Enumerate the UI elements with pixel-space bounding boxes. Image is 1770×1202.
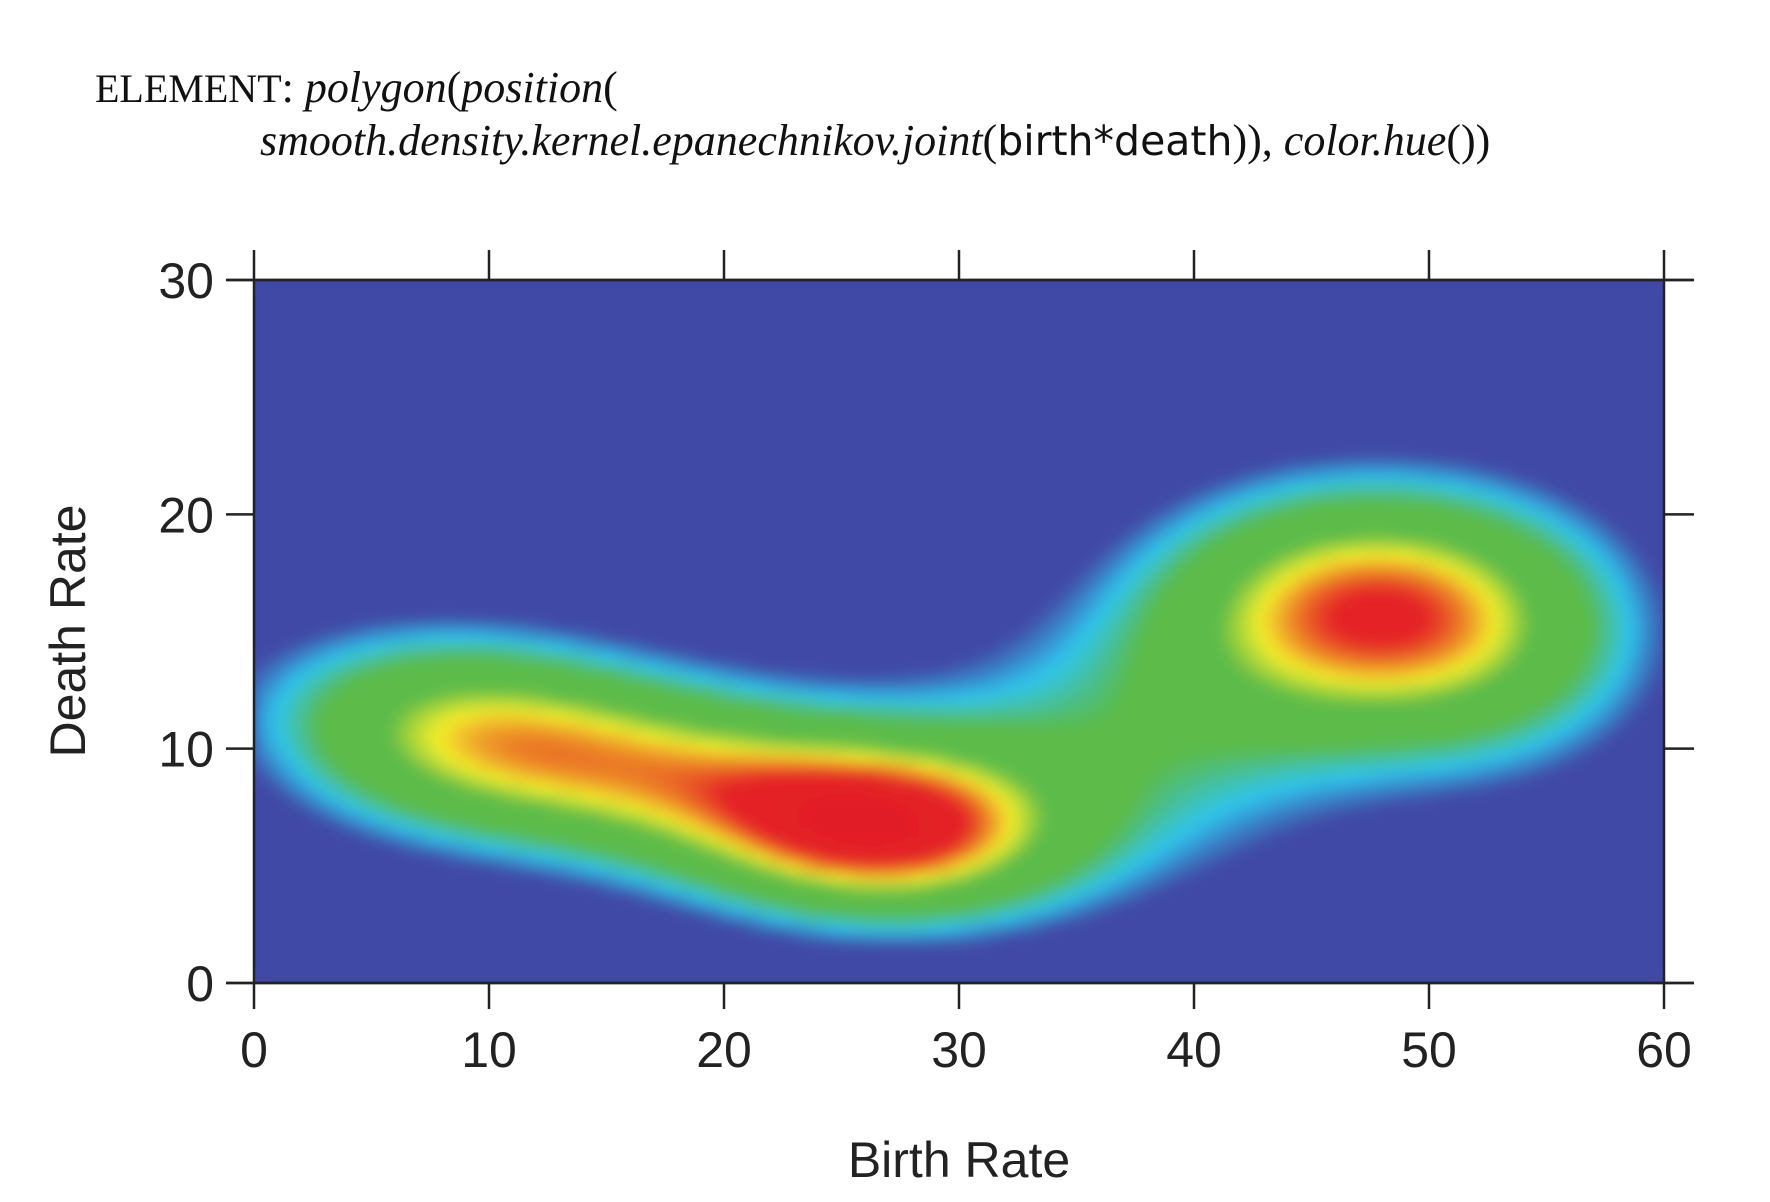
axes: 0 10 20 30 40 50 60 0 10 20 30	[158, 250, 1694, 1078]
y-tick-label-0: 0	[186, 956, 214, 1012]
caption-close-1: )),	[1232, 116, 1284, 165]
caption-paren-open-2: (	[603, 63, 618, 112]
x-axis-title: Birth Rate	[848, 1132, 1070, 1188]
caption-death-var: death	[1114, 117, 1233, 165]
caption-element-keyword: ELEMENT	[95, 66, 282, 111]
x-tick-label-0: 0	[240, 1022, 268, 1078]
caption-smooth: smooth.density.kernel.epanechnikov.joint	[260, 116, 983, 165]
y-tick-label-10: 10	[158, 722, 214, 778]
x-tick-label-50: 50	[1401, 1022, 1457, 1078]
y-tick-label-30: 30	[158, 253, 214, 309]
y-axis-title: Death Rate	[40, 505, 96, 758]
chart-caption: ELEMENT: polygon(position( smooth.densit…	[95, 62, 1755, 167]
x-tick-label-40: 40	[1166, 1022, 1222, 1078]
caption-polygon: polygon	[304, 63, 447, 112]
x-tick-label-30: 30	[931, 1022, 987, 1078]
y-tick-label-20: 20	[158, 487, 214, 543]
x-tick-label-20: 20	[696, 1022, 752, 1078]
caption-paren-open-3: (	[982, 116, 998, 165]
caption-close-2: ())	[1446, 116, 1491, 165]
x-tick-label-60: 60	[1636, 1022, 1692, 1078]
caption-paren-open-1: (	[446, 63, 462, 112]
x-tick-label-10: 10	[461, 1022, 517, 1078]
density-surface	[254, 280, 1664, 983]
caption-star: *	[1093, 117, 1115, 165]
density-raster	[254, 280, 1664, 983]
caption-position: position	[461, 63, 604, 112]
caption-birth-var: birth	[997, 117, 1094, 165]
caption-color-hue: color.hue	[1283, 116, 1447, 165]
caption-colon: :	[281, 63, 294, 112]
caption-line-2: smooth.density.kernel.epanechnikov.joint…	[95, 115, 1755, 167]
